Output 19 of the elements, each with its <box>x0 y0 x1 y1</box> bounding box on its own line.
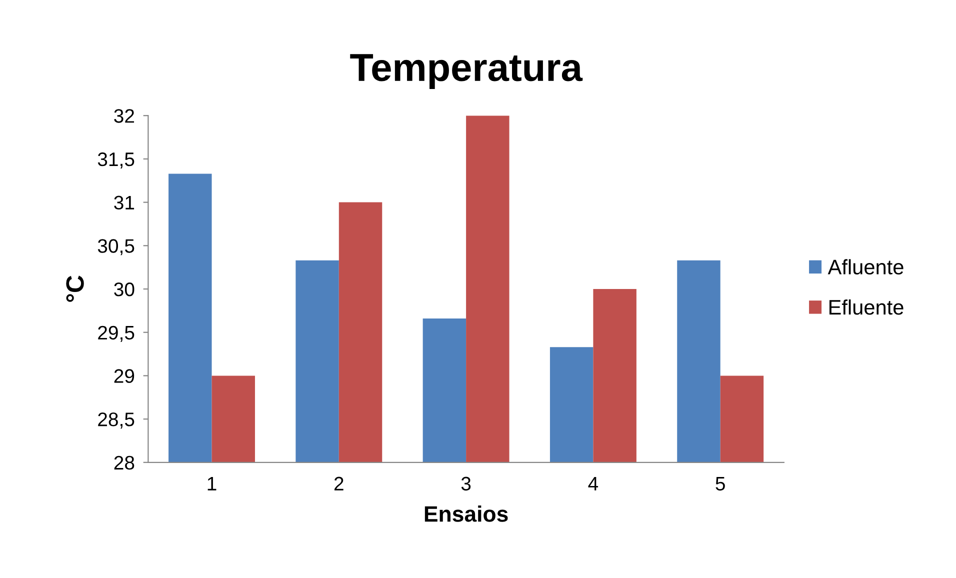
legend-label: Efluente <box>829 299 904 315</box>
y-tick-label: 32 <box>114 109 134 123</box>
y-axis-title: °C <box>66 276 84 302</box>
x-tick-label: 3 <box>461 476 471 491</box>
y-tick-label: 28 <box>114 456 134 470</box>
y-tick-label: 30,5 <box>98 239 134 256</box>
y-tick-label: 29 <box>114 369 134 383</box>
x-tick-label: 1 <box>208 477 216 490</box>
x-tick-label: 2 <box>334 476 344 490</box>
x-tick-label: 4 <box>588 477 598 490</box>
x-tick-label: 5 <box>716 477 725 491</box>
y-tick-label: 31 <box>114 196 134 210</box>
chart-title: Temperatura <box>350 54 583 89</box>
y-tick-label: 28,5 <box>98 412 134 429</box>
y-tick-label: 30 <box>114 282 134 296</box>
y-tick-label: 31,5 <box>98 152 134 168</box>
legend-label: Afluente <box>828 259 904 274</box>
y-tick-label: 29,5 <box>98 326 134 342</box>
x-axis-title: Ensaios <box>424 506 508 522</box>
